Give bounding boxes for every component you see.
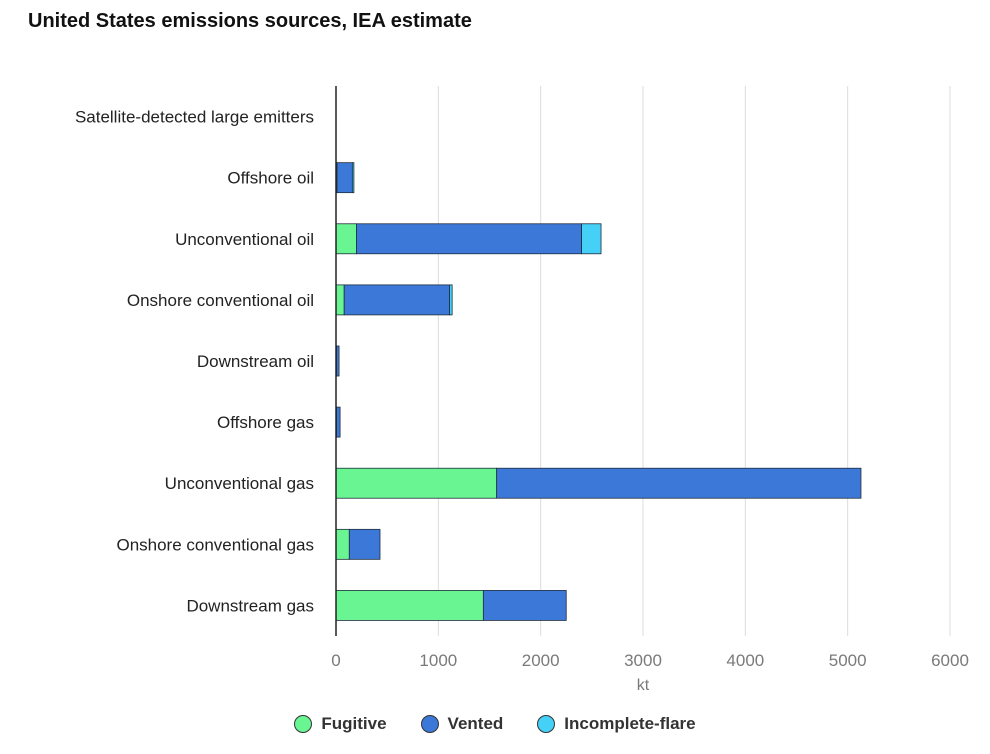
bar-fugitive[interactable] (335, 467, 498, 499)
category-label: Downstream gas (186, 596, 314, 615)
category-labels: Satellite-detected large emitters Offshor… (75, 108, 314, 616)
bar-vented[interactable] (343, 284, 450, 316)
category-label: Onshore conventional gas (116, 535, 314, 554)
bar-fugitive[interactable] (335, 284, 345, 316)
bar-fugitive[interactable] (335, 590, 484, 621)
bar-incomplete-flare[interactable] (581, 223, 602, 255)
legend-label-fugitive: Fugitive (321, 714, 387, 733)
legend-item-fugitive[interactable]: Fugitive (294, 714, 387, 734)
x-tick-labels: 0 1000 2000 3000 4000 5000 6000 (331, 651, 969, 670)
bar-incomplete-flare[interactable] (351, 162, 355, 194)
bar-fugitive[interactable] (335, 528, 350, 560)
bar-incomplete-flare[interactable] (449, 284, 453, 316)
bar-vented[interactable] (336, 406, 341, 438)
category-label: Offshore gas (217, 413, 314, 432)
x-tick-label-4000: 4000 (726, 651, 764, 670)
chart-title: United States emissions sources, IEA est… (28, 10, 472, 32)
legend-label-incomplete-flare: Incomplete-flare (564, 714, 696, 733)
bar-vented[interactable] (348, 528, 381, 560)
legend-swatch-fugitive (294, 715, 313, 733)
x-tick-label-3000: 3000 (624, 651, 662, 670)
category-label: Offshore oil (227, 169, 314, 188)
bar-vented[interactable] (482, 590, 567, 621)
bar-vented[interactable] (356, 223, 583, 255)
bar-vented[interactable] (336, 345, 340, 377)
legend-label-vented: Vented (447, 714, 504, 733)
x-tick-label-5000: 5000 (829, 651, 867, 670)
emissions-bar-chart: Satellite-detected large emitters Offshor… (75, 86, 969, 694)
bar-fugitive[interactable] (335, 223, 357, 255)
bar-vented[interactable] (496, 467, 862, 499)
category-label: Satellite-detected large emitters (75, 108, 314, 127)
legend-swatch-vented (420, 715, 439, 733)
x-tick-label-2000: 2000 (522, 651, 560, 670)
x-tick-label-1000: 1000 (419, 651, 457, 670)
bar-vented[interactable] (336, 162, 353, 194)
bars (335, 162, 862, 621)
legend: Fugitive Vented Incomplete-flare (0, 714, 990, 734)
legend-item-vented[interactable]: Vented (420, 714, 504, 734)
gridlines (437, 86, 951, 636)
x-axis-title: kt (637, 677, 650, 694)
category-label: Unconventional oil (175, 230, 314, 249)
x-tick-label-6000: 6000 (931, 651, 969, 670)
category-label: Onshore conventional oil (127, 291, 314, 310)
category-label: Unconventional gas (165, 474, 314, 493)
category-label: Downstream oil (197, 352, 314, 371)
legend-item-incomplete-flare[interactable]: Incomplete-flare (537, 714, 696, 734)
x-tick-label-0: 0 (331, 651, 340, 670)
legend-swatch-incomplete-flare (537, 715, 556, 733)
